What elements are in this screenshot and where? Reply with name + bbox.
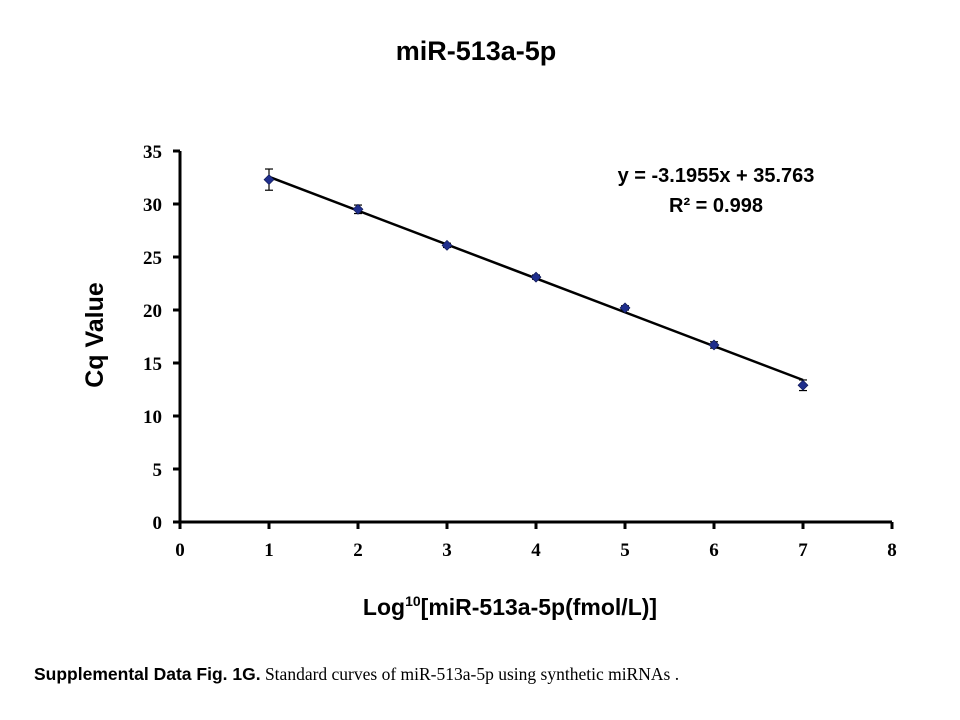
- caption-label: Supplemental Data Fig. 1G.: [34, 664, 261, 684]
- data-point: [797, 379, 809, 391]
- x-tick-label: 7: [798, 540, 808, 561]
- x-tick-label: 4: [531, 540, 541, 561]
- x-axis-label-superscript: 10: [405, 593, 421, 609]
- x-tick-label: 3: [442, 540, 452, 561]
- data-point: [530, 271, 542, 283]
- x-axis-label-rest: [miR-513a-5p(fmol/L)]: [421, 594, 657, 620]
- x-tick-label: 6: [709, 540, 719, 561]
- y-tick-label: 15: [143, 354, 162, 375]
- x-tick-label: 0: [175, 540, 185, 561]
- y-tick-label: 35: [143, 142, 162, 163]
- y-axis-label-text: Cq Value: [81, 282, 109, 388]
- data-point: [263, 174, 275, 186]
- x-tick-label: 8: [887, 540, 897, 561]
- x-axis-label-prefix: Log: [363, 594, 405, 620]
- data-point: [441, 239, 453, 251]
- figure-caption: Supplemental Data Fig. 1G. Standard curv…: [34, 664, 934, 685]
- x-tick-labels: 0 1 2 3 4 5 6 7 8: [175, 540, 897, 561]
- y-tick-label: 5: [153, 460, 163, 481]
- axes: [173, 149, 894, 529]
- chart-title: miR-513a-5p: [396, 36, 557, 66]
- y-tick-label: 30: [143, 195, 162, 216]
- trendline-r-squared: R² = 0.998: [669, 195, 763, 217]
- data-point: [352, 203, 364, 215]
- trendline-equation: y = -3.1955x + 35.763: [618, 165, 815, 187]
- caption-text: Standard curves of miR-513a-5p using syn…: [260, 664, 680, 684]
- x-tick-label: 1: [264, 540, 274, 561]
- y-tick-label: 20: [143, 301, 162, 322]
- data-point: [708, 339, 720, 351]
- y-tick-labels: 0 5 10 15 20 25 30 35: [143, 142, 162, 534]
- y-tick-label: 10: [143, 407, 162, 428]
- x-tick-label: 5: [620, 540, 630, 561]
- x-axis-label: Log10[miR-513a-5p(fmol/L)]: [363, 593, 657, 620]
- x-tick-label: 2: [353, 540, 363, 561]
- y-axis-label: Cq Value: [81, 282, 109, 388]
- y-tick-label: 0: [153, 513, 163, 534]
- data-point: [619, 302, 631, 314]
- data-points: [263, 168, 809, 392]
- y-tick-label: 25: [143, 248, 162, 269]
